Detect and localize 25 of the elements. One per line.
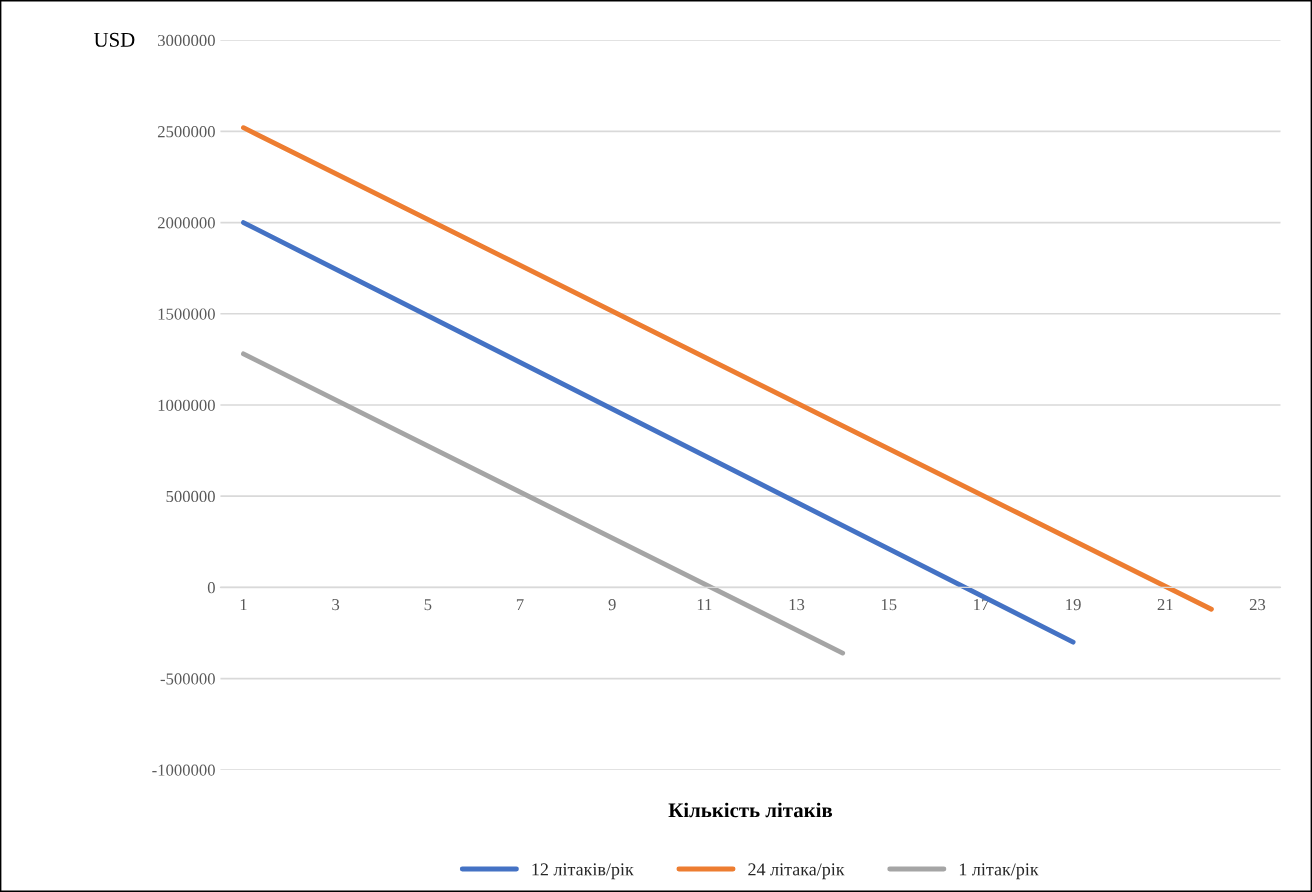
y-tick-label: 1000000 (158, 399, 215, 411)
x-tick-label: 15 (881, 599, 897, 611)
legend-label: 24 літака/рік (748, 863, 845, 880)
x-tick-label: 5 (424, 599, 432, 611)
x-tick-label: 21 (1157, 599, 1173, 611)
y-tick-label: 500000 (166, 490, 215, 503)
y-tick-label: 3000000 (158, 34, 215, 47)
x-tick-label: 19 (1066, 599, 1081, 611)
x-tick-label: 11 (697, 599, 712, 611)
legend-label: 12 літаків/рік (532, 863, 634, 880)
x-tick-label: 7 (516, 599, 524, 611)
x-tick-label: 23 (1249, 599, 1266, 611)
y-tick-label: -500000 (160, 673, 215, 685)
y-tick-label: 2500000 (157, 126, 215, 138)
x-tick-label: 3 (332, 599, 340, 611)
x-tick-label: 1 (240, 599, 247, 611)
y-tick-label: -1000000 (152, 764, 215, 776)
legend-label: 1 літак/рік (959, 863, 1039, 880)
y-tick-label: 2000000 (157, 217, 215, 229)
x-tick-label: 9 (608, 599, 616, 611)
y-axis-title: USD (94, 32, 135, 47)
y-tick-label: 0 (207, 582, 215, 594)
x-axis-title: Кількість літаків (668, 802, 833, 818)
x-tick-label: 13 (789, 599, 805, 611)
y-tick-label: 1500000 (158, 308, 215, 320)
